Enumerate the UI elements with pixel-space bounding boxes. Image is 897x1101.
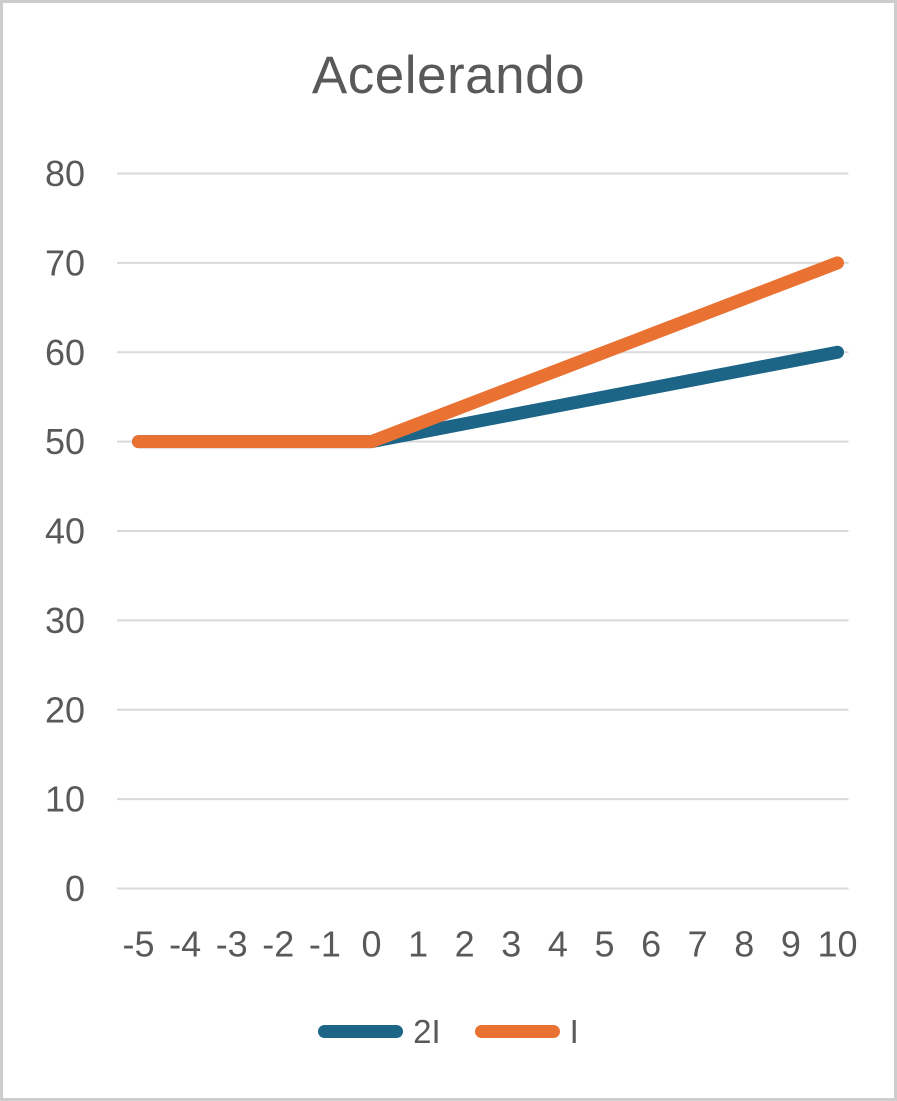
chart-legend: 2I I [3,1008,894,1054]
x-tick-label--3: -3 [216,924,248,965]
legend-item-I: I [474,1012,579,1050]
y-tick-label-40: 40 [45,511,85,552]
x-tick-label-9: 9 [781,924,801,965]
x-tick-label-5: 5 [594,924,614,965]
x-tick-label-10: 10 [817,924,857,965]
series-line-I [132,256,844,449]
y-tick-label-60: 60 [45,332,85,373]
y-tick-label-80: 80 [45,153,85,194]
x-tick-label--5: -5 [122,924,154,965]
legend-label-2I: 2I [413,1012,441,1050]
x-tick-label-1: 1 [408,924,428,965]
y-tick-label-30: 30 [45,600,85,641]
x-tick-label-8: 8 [734,924,754,965]
legend-item-2I: 2I [318,1015,441,1048]
y-tick-label-0: 0 [65,868,85,909]
x-tick-label--1: -1 [309,924,341,965]
chart-title: Acelerando [311,46,586,105]
y-tick-label-10: 10 [45,779,85,820]
x-tick-label-0: 0 [361,924,381,965]
x-tick-label-7: 7 [688,924,708,965]
y-tick-label-20: 20 [45,689,85,730]
x-tick-label--2: -2 [262,924,294,965]
legend-swatch-2I [318,1024,404,1038]
legend-swatch-I [474,1024,560,1038]
y-tick-label-50: 50 [45,421,85,462]
x-tick-label-3: 3 [501,924,521,965]
x-tick-label-2: 2 [455,924,475,965]
y-tick-label-70: 70 [45,242,85,283]
x-tick-label--4: -4 [169,924,201,965]
legend-label-I: I [569,1012,579,1050]
x-tick-label-4: 4 [548,924,568,965]
x-tick-label-6: 6 [641,924,661,965]
